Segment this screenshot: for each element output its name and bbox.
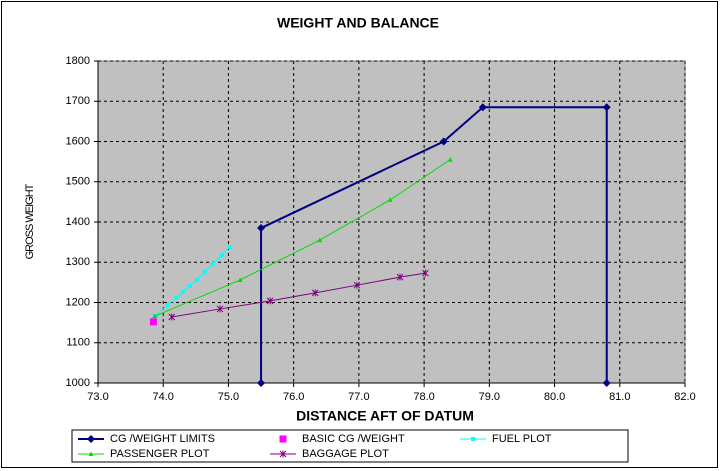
data-point bbox=[353, 281, 361, 289]
x-tick-label: 74.0 bbox=[153, 391, 174, 403]
x-tick-label: 81.0 bbox=[609, 391, 630, 403]
y-tick-label: 1300 bbox=[66, 256, 90, 268]
y-tick-label: 1700 bbox=[66, 95, 90, 107]
legend-label: FUEL PLOT bbox=[492, 433, 552, 445]
data-point bbox=[439, 137, 448, 146]
data-point bbox=[149, 318, 157, 326]
data-point bbox=[174, 296, 179, 301]
y-tick-label: 1400 bbox=[66, 216, 90, 228]
legend bbox=[71, 429, 629, 463]
data-point bbox=[257, 379, 266, 387]
x-tick-label: 80.0 bbox=[544, 391, 565, 403]
x-tick-label: 75.0 bbox=[218, 391, 239, 403]
y-tick-label: 1200 bbox=[66, 296, 90, 308]
data-point bbox=[311, 289, 319, 297]
data-point bbox=[387, 197, 393, 202]
legend-marker bbox=[279, 435, 287, 443]
data-point bbox=[152, 313, 158, 319]
chart-title: WEIGHT AND BALANCE bbox=[277, 15, 439, 31]
legend-label: BASIC CG /WEIGHT bbox=[302, 433, 405, 445]
data-point bbox=[187, 283, 192, 288]
legend-marker bbox=[87, 435, 95, 443]
legend-marker bbox=[471, 437, 475, 441]
data-point bbox=[257, 224, 266, 233]
data-point bbox=[447, 157, 453, 162]
x-tick-label: 79.0 bbox=[479, 391, 500, 403]
x-tick-label: 78.0 bbox=[413, 391, 434, 403]
data-point bbox=[317, 237, 323, 243]
data-point bbox=[195, 277, 200, 282]
x-tick-label: 82.0 bbox=[674, 391, 695, 403]
data-point bbox=[180, 290, 185, 295]
data-point bbox=[168, 313, 176, 321]
series-line bbox=[260, 106, 608, 383]
data-point bbox=[219, 253, 224, 258]
legend-label: PASSENGER PLOT bbox=[110, 448, 210, 460]
y-tick-label: 1000 bbox=[66, 377, 90, 389]
data-point bbox=[602, 379, 611, 387]
series-line bbox=[154, 246, 231, 317]
y-tick-label: 1100 bbox=[66, 337, 90, 349]
y-tick-label: 1600 bbox=[66, 135, 90, 147]
x-tick-label: 76.0 bbox=[283, 391, 304, 403]
legend-marker bbox=[88, 451, 94, 456]
legend-label: BAGGAGE PLOT bbox=[302, 448, 389, 460]
legend-label: CG /WEIGHT LIMITS bbox=[110, 433, 215, 445]
data-point bbox=[396, 273, 404, 281]
data-point bbox=[202, 269, 207, 274]
y-tick-label: 1800 bbox=[66, 55, 90, 67]
data-point bbox=[422, 269, 429, 277]
data-point bbox=[478, 103, 487, 112]
data-point bbox=[165, 302, 170, 307]
data-point bbox=[602, 103, 611, 112]
data-point bbox=[266, 297, 274, 305]
legend-marker bbox=[279, 450, 287, 458]
x-axis-title: DISTANCE AFT OF DATUM bbox=[296, 408, 474, 424]
data-point bbox=[210, 261, 215, 266]
x-tick-label: 77.0 bbox=[348, 391, 369, 403]
data-point bbox=[216, 305, 224, 313]
x-tick-label: 73.0 bbox=[87, 391, 108, 403]
data-point bbox=[227, 244, 232, 249]
data-point bbox=[237, 277, 243, 282]
y-tick-label: 1500 bbox=[66, 176, 90, 188]
y-axis-title: GROSS WEIGHT bbox=[24, 183, 36, 259]
